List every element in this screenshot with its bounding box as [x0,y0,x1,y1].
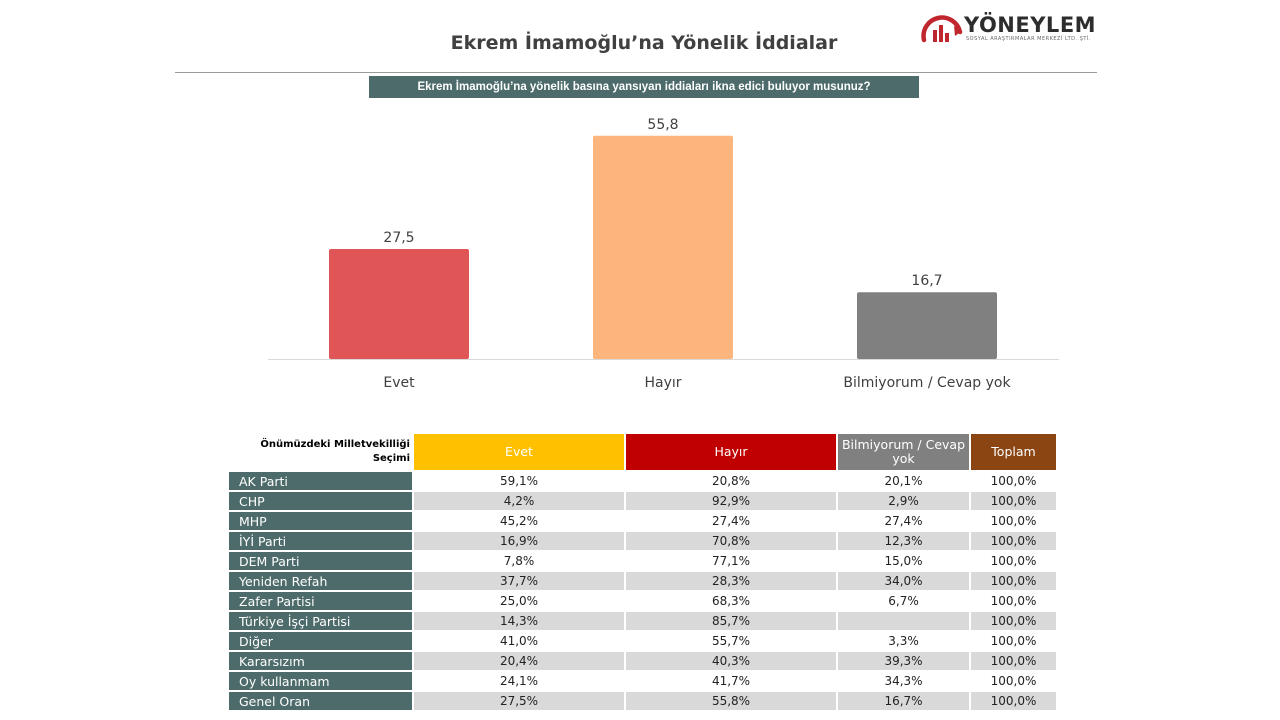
table-row: Diğer 41,0% 55,7% 3,3% 100,0% [229,632,1056,650]
bilmiyorum-cell: 34,3% [838,672,969,690]
logo-emblem-icon [921,15,963,43]
table-row: Yeniden Refah 37,7% 28,3% 34,0% 100,0% [229,572,1056,590]
bar-evet [329,249,469,359]
evet-cell: 7,8% [414,552,624,570]
party-name-cell: Kararsızım [229,652,412,670]
table-row: Kararsızım 20,4% 40,3% 39,3% 100,0% [229,652,1056,670]
evet-cell: 27,5% [414,692,624,710]
data-label-bilmiyorum: 16,7 [911,273,942,289]
table-row: CHP 4,2% 92,9% 2,9% 100,0% [229,492,1056,510]
table-row: DEM Parti 7,8% 77,1% 15,0% 100,0% [229,552,1056,570]
evet-cell: 20,4% [414,652,624,670]
column-header-bilmiyorum: Bilmiyorum / Cevap yok [838,434,969,470]
bilmiyorum-cell: 16,7% [838,692,969,710]
toplam-cell: 100,0% [971,612,1056,630]
hayir-cell: 55,8% [626,692,836,710]
party-name-cell: MHP [229,512,412,530]
party-name-cell: Oy kullanmam [229,672,412,690]
evet-cell: 37,7% [414,572,624,590]
hayir-cell: 40,3% [626,652,836,670]
evet-cell: 14,3% [414,612,624,630]
data-label-evet: 27,5 [383,230,414,246]
evet-cell: 25,0% [414,592,624,610]
bilmiyorum-cell [838,612,969,630]
evet-cell: 59,1% [414,472,624,490]
column-header-hayir: Hayır [626,434,836,470]
column-header-toplam: Toplam [971,434,1056,470]
party-name-cell: Genel Oran [229,692,412,710]
table-row: AK Parti 59,1% 20,8% 20,1% 100,0% [229,472,1056,490]
party-name-cell: CHP [229,492,412,510]
hayir-cell: 28,3% [626,572,836,590]
bilmiyorum-cell: 15,0% [838,552,969,570]
yoneylem-logo: YÖNEYLEM SOSYAL ARAŞTIRMALAR MERKEZİ LTD… [920,12,1110,46]
table-row: Oy kullanmam 24,1% 41,7% 34,3% 100,0% [229,672,1056,690]
hayir-cell: 70,8% [626,532,836,550]
table-row: MHP 45,2% 27,4% 27,4% 100,0% [229,512,1056,530]
hayir-cell: 41,7% [626,672,836,690]
category-label-bilmiyorum: Bilmiyorum / Cevap yok [843,375,1011,391]
table-row: İYİ Parti 16,9% 70,8% 12,3% 100,0% [229,532,1056,550]
bilmiyorum-cell: 39,3% [838,652,969,670]
party-name-cell: DEM Parti [229,552,412,570]
evet-cell: 41,0% [414,632,624,650]
toplam-cell: 100,0% [971,672,1056,690]
hayir-cell: 92,9% [626,492,836,510]
bilmiyorum-cell: 3,3% [838,632,969,650]
table-body: AK Parti 59,1% 20,8% 20,1% 100,0% CHP 4,2% 92,9… [229,472,1056,710]
party-name-cell: İYİ Parti [229,532,412,550]
bilmiyorum-cell: 2,9% [838,492,969,510]
title-divider [175,72,1097,73]
table-row: Genel Oran 27,5% 55,8% 16,7% 100,0% [229,692,1056,710]
logo-wordmark: YÖNEYLEM [964,13,1097,37]
toplam-cell: 100,0% [971,552,1056,570]
party-name-cell: AK Parti [229,472,412,490]
table-row: Türkiye İşçi Partisi 14,3% 85,7% 100,0% [229,612,1056,630]
data-label-hayir: 55,8 [647,117,678,133]
evet-cell: 24,1% [414,672,624,690]
evet-cell: 45,2% [414,512,624,530]
toplam-cell: 100,0% [971,512,1056,530]
crosstab-table: Önümüzdeki Milletvekilliği Seçimi Evet H… [227,432,1058,712]
toplam-cell: 100,0% [971,472,1056,490]
bilmiyorum-cell: 20,1% [838,472,969,490]
party-name-cell: Zafer Partisi [229,592,412,610]
bar-chart: 27,5 Evet 55,8 Hayır 16,7 Bilmiyorum / Cevap … [268,117,1059,391]
evet-cell: 4,2% [414,492,624,510]
party-name-cell: Yeniden Refah [229,572,412,590]
toplam-cell: 100,0% [971,492,1056,510]
hayir-cell: 55,7% [626,632,836,650]
toplam-cell: 100,0% [971,692,1056,710]
table-row: Zafer Partisi 25,0% 68,3% 6,7% 100,0% [229,592,1056,610]
toplam-cell: 100,0% [971,632,1056,650]
bar-bilmiyorum [857,292,997,359]
bilmiyorum-cell: 12,3% [838,532,969,550]
party-name-cell: Diğer [229,632,412,650]
survey-question: Ekrem İmamoğlu’na yönelik basına yansıya… [369,76,919,98]
hayir-cell: 27,4% [626,512,836,530]
hayir-cell: 85,7% [626,612,836,630]
row-header-label: Önümüzdeki Milletvekilliği Seçimi [229,434,412,470]
bilmiyorum-cell: 6,7% [838,592,969,610]
category-label-evet: Evet [383,375,415,391]
hayir-cell: 20,8% [626,472,836,490]
logo-subtitle: SOSYAL ARAŞTIRMALAR MERKEZİ LTD. ŞTİ. [966,36,1091,42]
hayir-cell: 77,1% [626,552,836,570]
bar-hayir [593,135,733,359]
table-header-row: Önümüzdeki Milletvekilliği Seçimi Evet H… [229,434,1056,470]
bilmiyorum-cell: 34,0% [838,572,969,590]
toplam-cell: 100,0% [971,532,1056,550]
toplam-cell: 100,0% [971,572,1056,590]
page-title: Ekrem İmamoğlu’na Yönelik İddialar [450,32,838,54]
party-name-cell: Türkiye İşçi Partisi [229,612,412,630]
bilmiyorum-cell: 27,4% [838,512,969,530]
column-header-evet: Evet [414,434,624,470]
evet-cell: 16,9% [414,532,624,550]
hayir-cell: 68,3% [626,592,836,610]
toplam-cell: 100,0% [971,592,1056,610]
toplam-cell: 100,0% [971,652,1056,670]
category-label-hayir: Hayır [644,375,681,391]
